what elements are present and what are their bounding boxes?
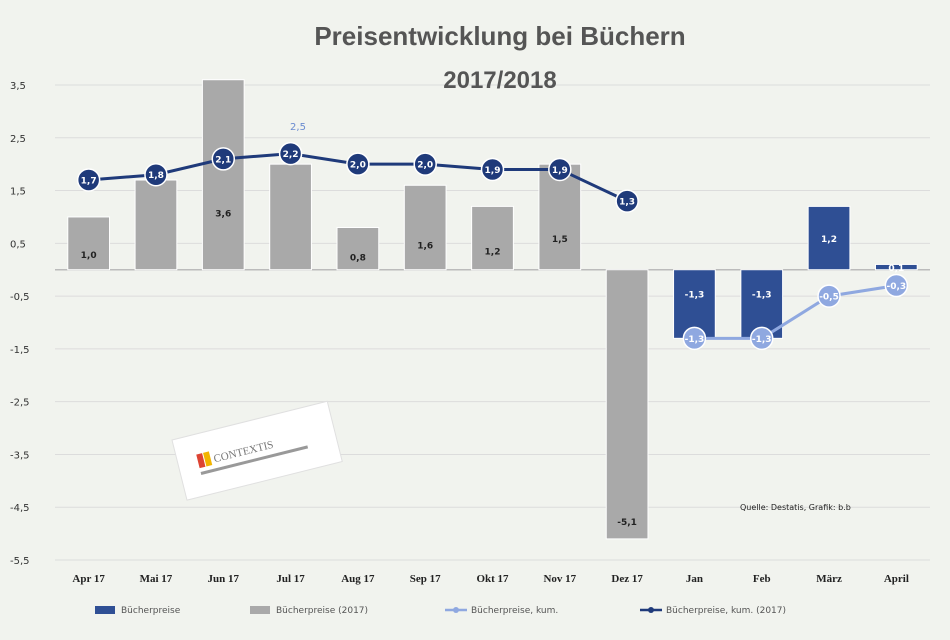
bar bbox=[269, 163, 312, 271]
bar bbox=[807, 205, 851, 271]
line-label: -1,3 bbox=[752, 335, 772, 345]
bar-label: 0,1 bbox=[888, 264, 904, 274]
legend-label: Bücherpreise, kum. (2017) bbox=[666, 606, 786, 616]
y-tick-label: 2,5 bbox=[10, 134, 26, 145]
chart-subtitle: 2017/2018 bbox=[443, 67, 556, 94]
series-line bbox=[694, 284, 897, 340]
legend-label: Bücherpreise bbox=[121, 606, 181, 616]
bar-label: 1,0 bbox=[81, 251, 97, 261]
line-label: 1,7 bbox=[81, 177, 97, 187]
x-category-label: Okt 17 bbox=[476, 573, 509, 585]
line-label: 2,0 bbox=[350, 161, 366, 171]
bar-label: 0,8 bbox=[350, 254, 366, 264]
x-category-label: Jul 17 bbox=[276, 573, 305, 585]
bars bbox=[67, 79, 918, 540]
y-tick-label: -1,5 bbox=[10, 345, 30, 356]
line-marker bbox=[480, 157, 505, 182]
bar bbox=[471, 205, 514, 271]
bar bbox=[403, 184, 447, 271]
line-marker bbox=[817, 284, 841, 308]
x-category-label: Aug 17 bbox=[341, 573, 375, 585]
line-marker bbox=[884, 273, 909, 298]
bar-label: -5,1 bbox=[617, 518, 637, 528]
bar bbox=[134, 179, 178, 271]
x-axis-categories: Apr 17 Mai 17 Jun 17 Jul 17 Aug 17 Sep 17 Okt … bbox=[72, 573, 908, 585]
x-category-label: Feb bbox=[753, 573, 771, 585]
y-tick-label: 0,5 bbox=[10, 239, 26, 250]
legend-swatch bbox=[250, 606, 270, 614]
x-category-label: Jan bbox=[686, 573, 703, 585]
y-tick-label: -3,5 bbox=[10, 450, 30, 461]
bar-label: 1,6 bbox=[417, 241, 433, 251]
lines: -1,3 -1,3 -0,5 -0,3 1,7 1,8 2,1 2,2 2,0 2,0 1,9 1,9… bbox=[76, 141, 909, 351]
bar-label: 1,2 bbox=[485, 248, 501, 258]
bar-label: 1,2 bbox=[821, 235, 837, 245]
line-marker bbox=[749, 326, 774, 351]
legend-label: Bücherpreise, kum. bbox=[471, 606, 558, 616]
logo-card: CONTEXTIS bbox=[171, 400, 343, 501]
line-label: -0,3 bbox=[887, 282, 907, 292]
chart-title: Preisentwicklung bei Büchern bbox=[314, 21, 685, 51]
y-tick-label: -4,5 bbox=[10, 503, 30, 514]
y-tick-label: -5,5 bbox=[10, 556, 30, 567]
legend-label: Bücherpreise (2017) bbox=[276, 606, 368, 616]
legend-marker bbox=[648, 607, 654, 613]
source-note: Quelle: Destatis, Grafik: b.b bbox=[740, 503, 851, 512]
line-label: 2,1 bbox=[215, 155, 231, 165]
data-labels: -1,3 -1,3 1,2 0,1 1,0 3,6 0,8 1,6 1,2 1,5 -5,1 bbox=[81, 210, 905, 528]
line-marker bbox=[76, 168, 101, 192]
bar bbox=[201, 79, 245, 271]
x-category-label: März bbox=[816, 573, 842, 585]
line-marker bbox=[346, 152, 370, 176]
x-category-label: Nov 17 bbox=[543, 573, 576, 585]
line-label: 2,2 bbox=[283, 150, 299, 160]
gridlines bbox=[55, 84, 930, 561]
line-marker bbox=[211, 147, 236, 171]
bar-label: 1,5 bbox=[552, 235, 568, 245]
line-label: -1,3 bbox=[685, 335, 705, 345]
legend-swatch bbox=[95, 606, 115, 614]
x-category-label: Dez 17 bbox=[611, 573, 643, 585]
x-category-label: Apr 17 bbox=[72, 573, 105, 585]
bar-label: -1,3 bbox=[752, 291, 772, 301]
line-marker bbox=[682, 326, 707, 351]
bar bbox=[874, 263, 918, 271]
y-tick-label: 3,5 bbox=[10, 81, 26, 92]
bar bbox=[67, 216, 111, 271]
line-label: 1,3 bbox=[619, 198, 635, 208]
line-label: 1,8 bbox=[148, 171, 164, 181]
line-marker bbox=[548, 157, 572, 182]
line-marker bbox=[615, 189, 639, 213]
x-category-label: Mai 17 bbox=[140, 573, 173, 585]
x-category-label: Sep 17 bbox=[410, 573, 441, 585]
y-axis-ticks: 3,5 2,5 1,5 0,5 -0,5 -1,5 -2,5 -3,5 -4,5 -5,5 bbox=[10, 81, 30, 567]
bar-label: 3,6 bbox=[215, 210, 231, 220]
line-label: 2,0 bbox=[417, 161, 433, 171]
bar bbox=[605, 269, 649, 540]
y-tick-label: -2,5 bbox=[10, 398, 30, 409]
y-tick-label: -0,5 bbox=[10, 292, 30, 303]
line-marker bbox=[144, 162, 168, 187]
x-category-label: Jun 17 bbox=[208, 573, 240, 585]
legend-marker bbox=[453, 607, 459, 613]
line-label: 1,9 bbox=[485, 166, 501, 176]
bar bbox=[538, 163, 582, 271]
line-label: 1,9 bbox=[552, 166, 568, 176]
bar-label: -1,3 bbox=[685, 291, 705, 301]
legend: Bücherpreise Bücherpreise (2017) Bücherpre… bbox=[95, 606, 786, 616]
annotation-jul: 2,5 bbox=[290, 122, 306, 133]
line-label: -0,5 bbox=[819, 293, 839, 303]
line-marker bbox=[413, 152, 437, 176]
y-tick-label: 1,5 bbox=[10, 187, 26, 198]
x-category-label: April bbox=[884, 573, 909, 585]
line-marker bbox=[278, 141, 303, 166]
bar bbox=[336, 227, 380, 271]
